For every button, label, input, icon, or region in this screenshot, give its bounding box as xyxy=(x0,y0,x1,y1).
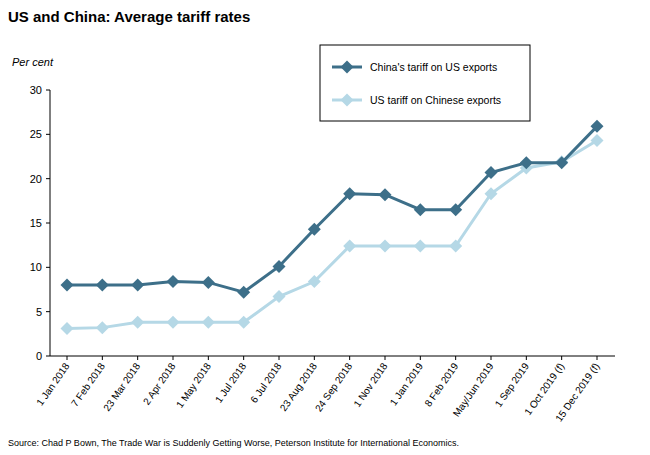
y-tick-label: 25 xyxy=(30,128,42,140)
data-point xyxy=(591,120,604,133)
legend-marker xyxy=(341,61,354,74)
x-tick xyxy=(279,356,280,360)
x-tick xyxy=(314,356,315,360)
y-tick xyxy=(46,134,50,135)
title: US and China: Average tariff rates xyxy=(8,8,250,25)
data-point xyxy=(343,187,356,200)
x-tick xyxy=(561,356,562,360)
x-tick-label: May/Jun 2019 xyxy=(451,360,496,418)
y-tick xyxy=(46,223,50,224)
data-point xyxy=(379,188,392,201)
x-tick xyxy=(385,356,386,360)
x-tick-label: 1 Jan 2018 xyxy=(34,360,72,407)
x-tick xyxy=(526,356,527,360)
data-point xyxy=(591,134,604,147)
data-point xyxy=(273,290,286,303)
data-point xyxy=(61,322,74,335)
data-point xyxy=(449,240,462,253)
data-point xyxy=(414,240,427,253)
x-tick-label: 1 Nov 2018 xyxy=(351,360,390,409)
x-tick xyxy=(491,356,492,360)
x-tick xyxy=(243,356,244,360)
x-tick-label: 1 May 2018 xyxy=(174,360,213,409)
legend-label: China's tariff on US exports xyxy=(370,61,497,73)
x-tick-label: 15 Dec 2019 (f) xyxy=(553,361,602,424)
data-point xyxy=(202,276,215,289)
data-point xyxy=(520,156,533,169)
data-point xyxy=(414,203,427,216)
x-axis xyxy=(50,356,615,357)
data-point xyxy=(308,223,321,236)
series-line xyxy=(67,126,597,292)
data-point xyxy=(202,316,215,329)
data-point xyxy=(96,321,109,334)
data-point xyxy=(308,275,321,288)
x-tick xyxy=(67,356,68,360)
x-tick xyxy=(173,356,174,360)
chart: US and China: Average tariff rates Per ce… xyxy=(0,0,650,455)
data-point xyxy=(273,260,286,273)
y-tick xyxy=(46,311,50,312)
legend-label: US tariff on Chinese exports xyxy=(370,94,501,106)
y-tick xyxy=(46,267,50,268)
x-tick-label: 6 Jul 2018 xyxy=(248,360,284,404)
data-point xyxy=(343,240,356,253)
data-point xyxy=(61,279,74,292)
data-point xyxy=(131,316,144,329)
y-tick xyxy=(46,90,50,91)
source: Source: Chad P Bown, The Trade War is Su… xyxy=(8,438,459,448)
y-axis-label: Per cent xyxy=(12,56,54,68)
y-tick-label: 30 xyxy=(30,84,42,96)
x-tick-label: 24 Sep 2018 xyxy=(313,360,355,413)
data-point xyxy=(167,275,180,288)
series-line xyxy=(67,141,597,329)
legend-marker xyxy=(341,94,354,107)
data-point xyxy=(485,166,498,179)
y-tick-label: 15 xyxy=(30,217,42,229)
x-tick xyxy=(137,356,138,360)
x-tick-label: 23 Mar 2018 xyxy=(101,360,142,413)
data-point xyxy=(237,316,250,329)
legend-box xyxy=(320,45,530,121)
data-point xyxy=(167,316,180,329)
x-tick xyxy=(208,356,209,360)
x-tick-label: 8 Feb 2019 xyxy=(422,360,460,408)
x-tick xyxy=(102,356,103,360)
x-tick-label: 2 Apr 2018 xyxy=(141,360,178,406)
data-point xyxy=(485,187,498,200)
x-tick xyxy=(349,356,350,360)
x-tick-label: 1 Jul 2018 xyxy=(213,360,249,404)
legend: China's tariff on US exports US tariff on… xyxy=(320,45,530,121)
data-point xyxy=(555,156,568,169)
data-point xyxy=(237,286,250,299)
x-tick-label: 7 Feb 2018 xyxy=(69,360,107,408)
y-tick-label: 20 xyxy=(30,173,42,185)
x-tick xyxy=(455,356,456,360)
x-tick xyxy=(597,356,598,360)
y-tick-label: 5 xyxy=(36,306,42,318)
data-point xyxy=(449,203,462,216)
y-tick xyxy=(46,356,50,357)
data-point xyxy=(379,240,392,253)
y-tick-label: 10 xyxy=(30,261,42,273)
y-tick xyxy=(46,178,50,179)
x-tick xyxy=(420,356,421,360)
x-tick-label: 1 Sep 2019 xyxy=(493,360,532,409)
y-tick-label: 0 xyxy=(36,350,42,362)
plot-area xyxy=(61,120,604,335)
data-point xyxy=(96,279,109,292)
data-point xyxy=(131,279,144,292)
x-tick-label: 1 Jan 2019 xyxy=(388,360,426,407)
